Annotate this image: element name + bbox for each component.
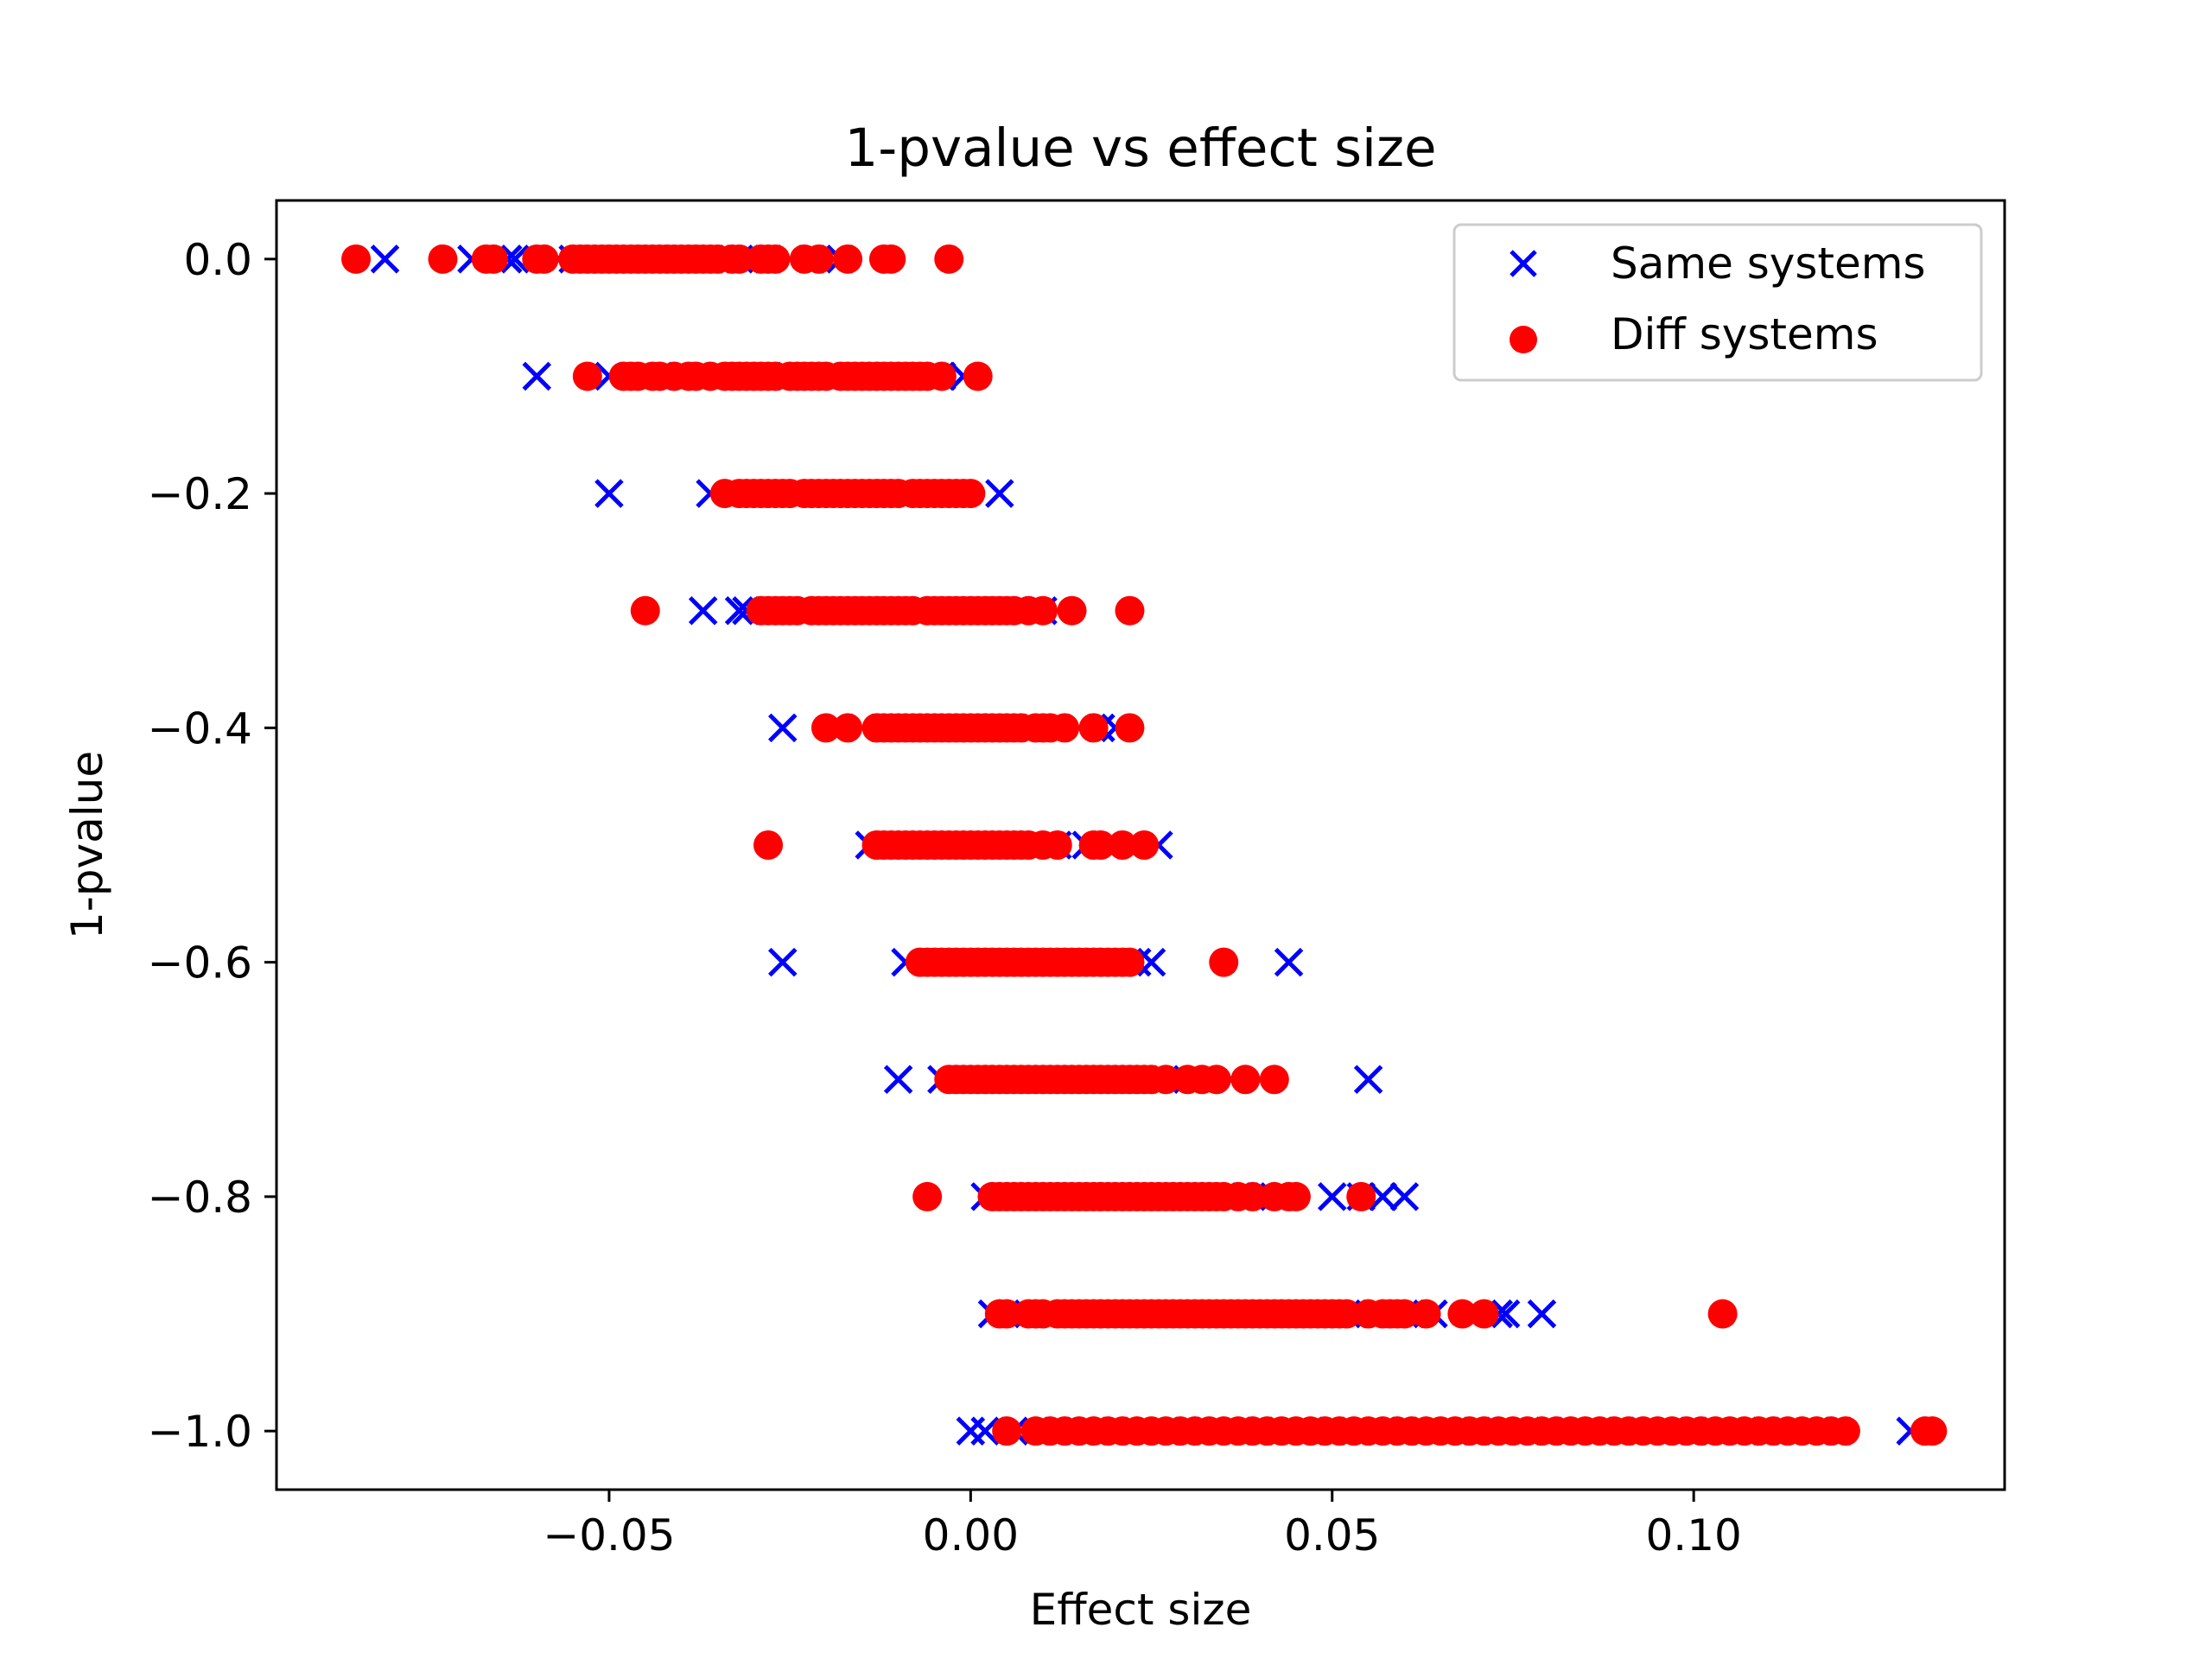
y-tick-label: −0.8: [148, 1173, 252, 1223]
diff-systems-point: [1830, 1416, 1860, 1446]
same-systems-point: [970, 1416, 1000, 1446]
diff-systems-point: [1346, 1181, 1376, 1211]
diff-systems-point: [1411, 1299, 1441, 1329]
diff-systems-point: [1237, 1181, 1268, 1211]
diff-systems-point: [1078, 713, 1109, 743]
x-tick-label: 0.00: [923, 1510, 1019, 1560]
diff-systems-point: [1115, 595, 1145, 626]
same-systems-point: [688, 595, 718, 626]
same-systems-point: [522, 361, 552, 391]
diff-systems-point: [912, 1181, 943, 1211]
diff-systems-point: [341, 244, 372, 274]
legend-label-same-systems: Same systems: [1611, 238, 1926, 289]
diff-systems-point: [572, 361, 602, 391]
plot-frame: [275, 199, 2006, 1491]
same-systems-point: [1527, 1299, 1557, 1329]
y-tick-label: −0.4: [148, 703, 252, 753]
diff-systems-point: [630, 595, 660, 626]
diff-systems-point: [956, 479, 986, 509]
diff-systems-point: [810, 713, 841, 743]
same-systems-point: [768, 713, 798, 743]
diff-systems-point: [926, 361, 957, 391]
diff-systems-point: [1115, 947, 1145, 977]
chart-title: 1-pvalue vs effect size: [844, 118, 1436, 179]
same-systems-point: [1136, 947, 1166, 977]
same-systems-point: [1317, 1182, 1347, 1211]
diff-systems-point: [833, 713, 863, 743]
diff-systems-point: [1115, 713, 1145, 743]
diff-systems-point: [1209, 947, 1239, 977]
diff-systems-point: [1281, 1181, 1311, 1211]
x-axis-label: Effect size: [1030, 1585, 1252, 1635]
diff-systems-point: [1230, 1065, 1261, 1095]
same-systems-point: [1274, 947, 1304, 977]
y-tick-label: −0.2: [148, 469, 252, 519]
diff-systems-point: [1108, 830, 1138, 860]
same-systems-point: [594, 479, 624, 508]
diff-systems-point: [479, 244, 509, 274]
diff-systems-point: [1707, 1299, 1738, 1329]
same-systems-point: [768, 947, 798, 977]
diff-systems-point: [529, 244, 559, 274]
x-tick-label: 0.10: [1646, 1510, 1742, 1560]
same-systems-point: [883, 1065, 913, 1095]
y-tick-label: 0.0: [183, 235, 252, 285]
legend-label-diff-systems: Diff systems: [1611, 309, 1878, 359]
diff-systems-point: [876, 244, 906, 274]
same-systems-point: [1353, 1065, 1383, 1095]
diff-systems-point: [428, 244, 458, 274]
diff-systems-point: [1085, 830, 1116, 860]
same-systems-point: [370, 245, 400, 274]
diff-systems-point: [1389, 1299, 1420, 1329]
diff-systems-point: [1042, 830, 1072, 860]
same-systems-point: [500, 245, 530, 274]
diff-systems-point: [1332, 1299, 1362, 1329]
legend: Same systems Diff systems: [1452, 223, 1983, 382]
diff-systems-point: [804, 244, 834, 274]
legend-x-marker-icon: [1510, 250, 1537, 277]
y-axis-label: 1-pvalue: [62, 751, 112, 939]
y-tick-label: −1.0: [148, 1407, 252, 1457]
diff-systems-point: [1447, 1299, 1478, 1329]
axis-ticks: −0.05 0.00 0.05 0.10 0.0 −0.2 −0.4 −0.6 −0.8 −1.0: [148, 235, 1742, 1560]
diff-systems-point: [833, 244, 863, 274]
legend-box: [1452, 223, 1983, 382]
diff-systems-point: [1129, 830, 1160, 860]
legend-dot-marker-icon: [1510, 326, 1537, 353]
same-systems-point: [724, 595, 754, 626]
same-systems-point: [985, 479, 1014, 508]
diff-systems-point: [992, 1416, 1022, 1446]
x-tick-label: 0.05: [1284, 1510, 1380, 1560]
diff-systems-point: [963, 361, 993, 391]
plot-points: [341, 244, 1948, 1446]
diff-systems-point: [760, 244, 791, 274]
diff-systems-point: [1469, 1299, 1499, 1329]
diff-systems-point: [992, 1299, 1022, 1329]
same-systems-point: [1491, 1299, 1521, 1329]
diff-systems-point: [1028, 595, 1058, 626]
diff-systems-point: [753, 830, 784, 860]
diff-systems-point: [724, 244, 754, 274]
diff-systems-point: [1259, 1065, 1289, 1095]
diff-systems-point: [934, 244, 964, 274]
same-systems-point: [1368, 1182, 1398, 1211]
x-tick-label: −0.05: [543, 1510, 675, 1560]
y-tick-label: −0.6: [148, 938, 252, 988]
diff-systems-point: [1917, 1416, 1948, 1446]
diff-systems-point: [1201, 1065, 1231, 1095]
diff-systems-point: [1050, 713, 1080, 743]
same-systems-point: [1389, 1182, 1420, 1211]
diff-systems-point: [1151, 1065, 1181, 1095]
diff-systems-point: [1057, 595, 1087, 626]
